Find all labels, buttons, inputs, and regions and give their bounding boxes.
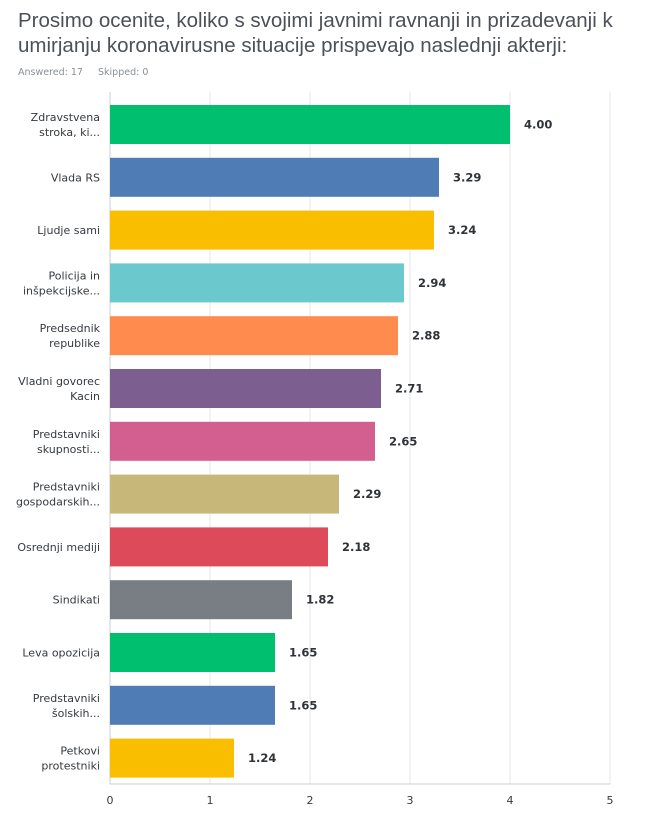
response-summary: Answered: 17 Skipped: 0: [18, 67, 160, 78]
bar: [110, 527, 328, 567]
value-label: 2.29: [353, 487, 381, 501]
bar: [110, 580, 292, 620]
category-label: Petkovi protestniki: [41, 745, 100, 773]
bar: [110, 210, 434, 250]
category-label: Policija in inšpekcijske...: [23, 269, 100, 297]
category-label: Sindikati: [53, 594, 100, 607]
value-label: 1.65: [289, 646, 317, 660]
category-label: Predsednik republike: [40, 322, 101, 350]
x-tick-label: 0: [107, 794, 114, 807]
skipped-count: Skipped: 0: [98, 67, 149, 78]
value-label: 2.18: [342, 540, 370, 554]
value-label: 1.82: [306, 593, 334, 607]
value-label: 4.00: [524, 118, 552, 132]
category-label: Predstavniki šolskih...: [33, 692, 100, 720]
bar: [110, 738, 234, 778]
bar: [110, 263, 404, 303]
value-label: 2.65: [389, 434, 417, 448]
value-label: 3.29: [453, 170, 481, 184]
category-label: Ljudje sami: [37, 224, 100, 237]
value-label: 2.71: [395, 382, 423, 396]
value-label: 2.88: [412, 329, 440, 343]
category-label: Vlada RS: [51, 171, 100, 184]
x-tick-label: 2: [307, 794, 314, 807]
x-tick-label: 3: [407, 794, 414, 807]
bar: [110, 157, 439, 197]
category-label: Predstavniki gospodarskih...: [16, 481, 100, 509]
category-label: Osrednji mediji: [17, 541, 100, 554]
question-title: Prosimo ocenite, koliko s svojimi javnim…: [18, 9, 613, 57]
category-label: Zdravstvena stroka, ki...: [31, 111, 100, 139]
bar: [110, 316, 398, 356]
value-label: 1.65: [289, 698, 317, 712]
value-label: 1.24: [248, 751, 276, 765]
x-tick-label: 5: [607, 794, 614, 807]
bar: [110, 685, 275, 725]
bar: [110, 105, 510, 144]
bar: [110, 474, 339, 514]
bar: [110, 421, 375, 461]
bar: [110, 369, 381, 408]
x-tick-label: 4: [507, 794, 514, 807]
value-label: 2.94: [418, 276, 446, 290]
category-label: Predstavniki skupnosti...: [33, 428, 100, 456]
value-label: 3.24: [448, 223, 476, 237]
category-label: Leva opozicija: [22, 647, 100, 660]
x-tick-label: 1: [207, 794, 214, 807]
category-label: Vladni govorec Kacin: [18, 375, 100, 403]
answered-count: Answered: 17: [18, 67, 83, 78]
bar: [110, 633, 275, 672]
